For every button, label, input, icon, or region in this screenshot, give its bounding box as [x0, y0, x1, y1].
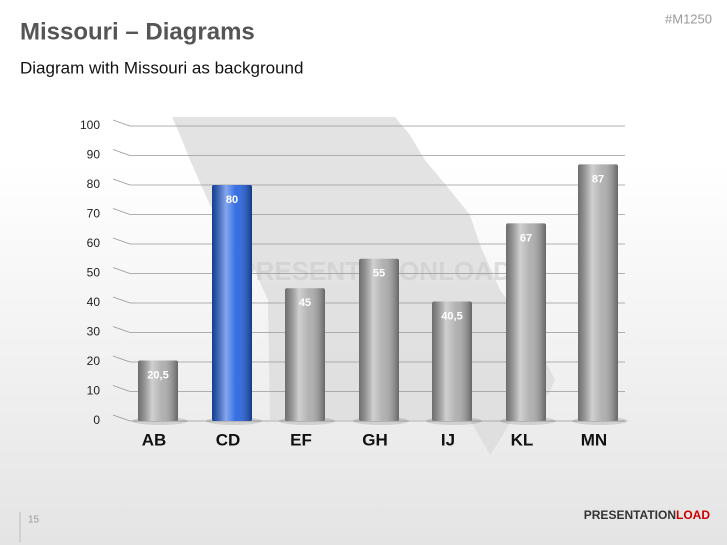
bar-shine: [578, 164, 618, 421]
subtitle: Diagram with Missouri as background: [20, 58, 303, 77]
x-tick-label: MN: [581, 430, 607, 449]
y-tick-label: 100: [80, 118, 100, 132]
bar-shine: [506, 223, 546, 421]
y-tick-label: 20: [87, 354, 101, 368]
brand-a: PRESENTATION: [584, 508, 676, 522]
plot: 0 10 20 30 40 50 60 70 80 90 100 AB 20,5 CD 80 EF 45 GH 55…: [80, 118, 628, 449]
x-tick-label: GH: [362, 430, 388, 449]
grid-line: [112, 267, 625, 274]
brand: PRESENTATIONLOAD: [584, 508, 711, 522]
y-tick-label: 0: [93, 413, 100, 427]
value-label: 55: [373, 268, 385, 280]
y-tick-label: 60: [87, 236, 101, 250]
grid-line: [112, 119, 625, 127]
title: Missouri – Diagrams: [20, 18, 255, 45]
bar-shine: [432, 301, 472, 421]
value-label: 45: [299, 297, 311, 309]
value-label: 40,5: [441, 310, 462, 322]
grid-line: [112, 208, 625, 215]
y-tick-label: 50: [87, 266, 101, 280]
bar-shine: [359, 258, 399, 421]
y-tick-label: 80: [87, 177, 101, 191]
bar-shine: [138, 360, 178, 421]
grid-line: [112, 237, 625, 245]
page-number: 15: [28, 515, 40, 526]
y-tick-label: 90: [87, 148, 101, 162]
value-label: 80: [226, 194, 238, 206]
x-tick-label: CD: [216, 430, 241, 449]
value-label: 20,5: [147, 369, 168, 381]
y-tick-label: 70: [87, 207, 101, 221]
y-tick-label: 30: [87, 325, 101, 339]
grid-line: [112, 149, 625, 156]
value-label: 87: [592, 173, 604, 185]
code: #M1250: [665, 11, 712, 26]
bar-shine: [285, 288, 325, 421]
grid-line: [112, 178, 625, 186]
x-tick-label: KL: [511, 430, 534, 449]
bar-shine: [212, 185, 252, 421]
x-tick-label: AB: [142, 430, 167, 449]
y-tick-label: 40: [87, 295, 101, 309]
x-tick-label: IJ: [441, 430, 455, 449]
x-tick-label: EF: [290, 430, 312, 449]
value-label: 67: [520, 232, 532, 244]
y-tick-label: 10: [87, 384, 101, 398]
brand-b: LOAD: [676, 508, 710, 522]
